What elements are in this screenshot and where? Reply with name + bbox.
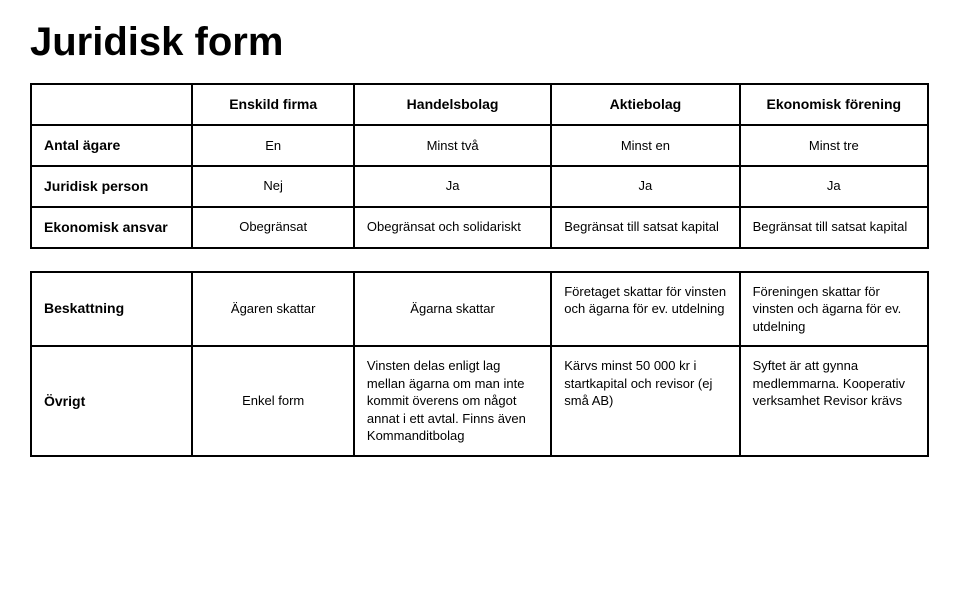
cell: Enkel form [192,346,353,456]
page-title: Juridisk form [30,20,929,65]
legal-forms-table-top: Enskild firma Handelsbolag Aktiebolag Ek… [30,83,929,249]
table-spacer [30,249,929,271]
col-header-handelsbolag: Handelsbolag [354,84,551,125]
row-header-juridisk-person: Juridisk person [31,166,192,207]
cell: Ja [551,166,739,207]
row-header-beskattning: Beskattning [31,272,192,347]
row-header-ekonomisk-ansvar: Ekonomisk ansvar [31,207,192,248]
cell: En [192,125,353,166]
row-header-ovrigt: Övrigt [31,346,192,456]
cell: Obegränsat och solidariskt [354,207,551,248]
cell: Minst en [551,125,739,166]
cell: Kärvs minst 50 000 kr i startkapital och… [551,346,739,456]
legal-forms-table-bottom: Beskattning Ägaren skattar Ägarna skatta… [30,271,929,457]
cell: Obegränsat [192,207,353,248]
table-row: Beskattning Ägaren skattar Ägarna skatta… [31,272,928,347]
cell: Begränsat till satsat kapital [740,207,928,248]
cell: Företaget skattar för vinsten och ägarna… [551,272,739,347]
table-row: Ekonomisk ansvar Obegränsat Obegränsat o… [31,207,928,248]
table-row: Antal ägare En Minst två Minst en Minst … [31,125,928,166]
cell: Ägarna skattar [354,272,551,347]
col-header-blank [31,84,192,125]
cell: Begränsat till satsat kapital [551,207,739,248]
table-header-row: Enskild firma Handelsbolag Aktiebolag Ek… [31,84,928,125]
cell: Syftet är att gynna medlemmarna. Koopera… [740,346,928,456]
col-header-aktiebolag: Aktiebolag [551,84,739,125]
cell: Minst tre [740,125,928,166]
cell: Ja [354,166,551,207]
table-row: Övrigt Enkel form Vinsten delas enligt l… [31,346,928,456]
cell: Ägaren skattar [192,272,353,347]
table-row: Juridisk person Nej Ja Ja Ja [31,166,928,207]
col-header-ekonomisk: Ekonomisk förening [740,84,928,125]
cell: Föreningen skattar för vinsten och ägarn… [740,272,928,347]
cell: Nej [192,166,353,207]
cell: Ja [740,166,928,207]
cell: Vinsten delas enligt lag mellan ägarna o… [354,346,551,456]
cell: Minst två [354,125,551,166]
col-header-enskild: Enskild firma [192,84,353,125]
row-header-antal-agare: Antal ägare [31,125,192,166]
